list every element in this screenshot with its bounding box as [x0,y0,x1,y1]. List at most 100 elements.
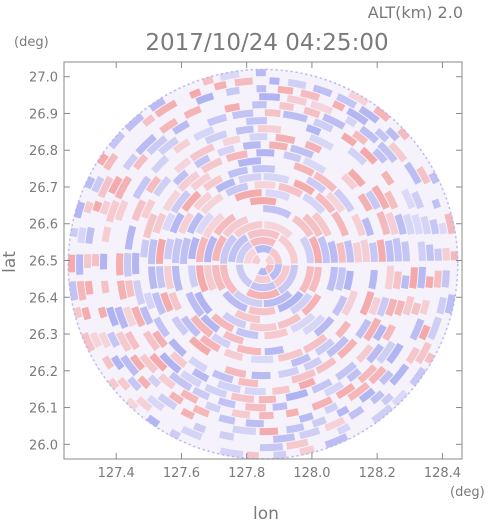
positive-echo-cell [308,236,322,264]
positive-echo-cell [230,392,255,403]
positive-echo-cell [249,237,277,247]
negative-echo-cell [326,266,338,292]
positive-echo-cell [425,276,434,289]
negative-echo-cell [265,189,291,201]
negative-echo-cell [411,190,425,210]
negative-echo-cell [68,281,79,301]
negative-echo-cell [394,213,407,235]
negative-echo-cell [188,356,208,373]
negative-echo-cell [277,264,298,295]
negative-echo-cell [427,316,442,341]
positive-echo-cell [259,427,279,436]
positive-echo-cell [314,192,336,214]
positive-echo-cell [202,212,225,239]
positive-echo-cell [257,125,282,134]
positive-echo-cell [131,306,146,328]
positive-echo-cell [269,141,288,151]
negative-echo-cell [343,239,354,263]
negative-echo-cell [333,188,355,213]
positive-echo-cell [357,193,373,212]
positive-echo-cell [249,322,278,332]
positive-echo-cell [178,212,195,235]
y-tick-label: 26.7 [29,181,58,196]
negative-echo-cell [336,423,351,435]
positive-echo-cell [211,313,235,333]
positive-echo-cell [193,191,213,211]
negative-echo-cell [368,269,378,290]
negative-echo-cell [311,378,333,394]
positive-echo-cell [248,306,276,316]
positive-echo-cell [313,171,338,193]
positive-echo-cell [125,397,139,411]
negative-echo-cell [334,267,346,291]
negative-echo-cell [180,370,203,388]
positive-echo-cell [357,364,378,384]
negative-echo-cell [269,77,280,85]
positive-echo-cell [222,330,244,345]
positive-echo-cell [101,355,115,370]
positive-echo-cell [409,267,418,289]
positive-echo-cell [132,153,149,171]
chart-title: 2017/10/24 04:25:00 [145,30,388,56]
negative-echo-cell [249,133,268,141]
negative-echo-cell [252,165,276,173]
positive-echo-cell [158,373,176,390]
positive-echo-cell [352,130,369,146]
positive-echo-cell [200,157,223,174]
positive-echo-cell [142,330,161,352]
positive-echo-cell [236,344,262,356]
negative-echo-cell [156,266,166,289]
positive-echo-cell [107,377,120,390]
negative-echo-cell [290,353,312,367]
positive-echo-cell [359,290,375,316]
positive-echo-cell [180,389,199,404]
positive-echo-cell [269,247,282,264]
negative-echo-cell [108,131,126,150]
negative-echo-cell [127,376,142,392]
positive-echo-cell [259,411,274,420]
negative-echo-cell [70,227,79,238]
positive-echo-cell [137,375,152,390]
y-tick-label: 26.5 [29,255,58,270]
positive-echo-cell [105,200,120,223]
positive-echo-cell [335,382,356,400]
positive-echo-cell [199,334,221,353]
positive-echo-cell [302,213,323,238]
x-tick-label: 128.0 [293,466,330,481]
positive-echo-cell [103,152,119,171]
negative-echo-cell [122,153,139,171]
positive-echo-cell [173,157,192,174]
negative-echo-cell [188,236,200,260]
negative-echo-cell [368,242,378,263]
negative-echo-cell [220,234,238,264]
x-tick-label: 128.4 [424,466,461,481]
negative-echo-cell [263,205,292,219]
positive-echo-cell [272,385,290,395]
positive-echo-cell [324,416,346,432]
negative-echo-cell [153,176,172,197]
negative-echo-cell [372,147,388,164]
positive-echo-cell [405,346,421,365]
positive-echo-cell [164,266,175,290]
positive-echo-cell [162,189,181,212]
positive-echo-cell [135,396,153,412]
positive-echo-cell [81,331,96,353]
positive-echo-cell [348,90,369,107]
negative-echo-cell [303,356,323,371]
negative-echo-cell [106,306,119,327]
positive-echo-cell [277,348,304,362]
positive-echo-cell [115,253,124,276]
negative-echo-cell [359,125,379,144]
negative-echo-cell [237,157,262,167]
positive-echo-cell [212,265,226,292]
positive-echo-cell [337,338,358,359]
positive-echo-cell [302,333,328,354]
positive-echo-cell [149,352,168,372]
positive-echo-cell [196,236,209,263]
positive-echo-cell [315,357,337,374]
negative-echo-cell [219,70,240,81]
positive-echo-cell [247,229,280,240]
negative-echo-cell [151,292,167,316]
negative-echo-cell [194,291,213,315]
negative-echo-cell [222,290,248,313]
